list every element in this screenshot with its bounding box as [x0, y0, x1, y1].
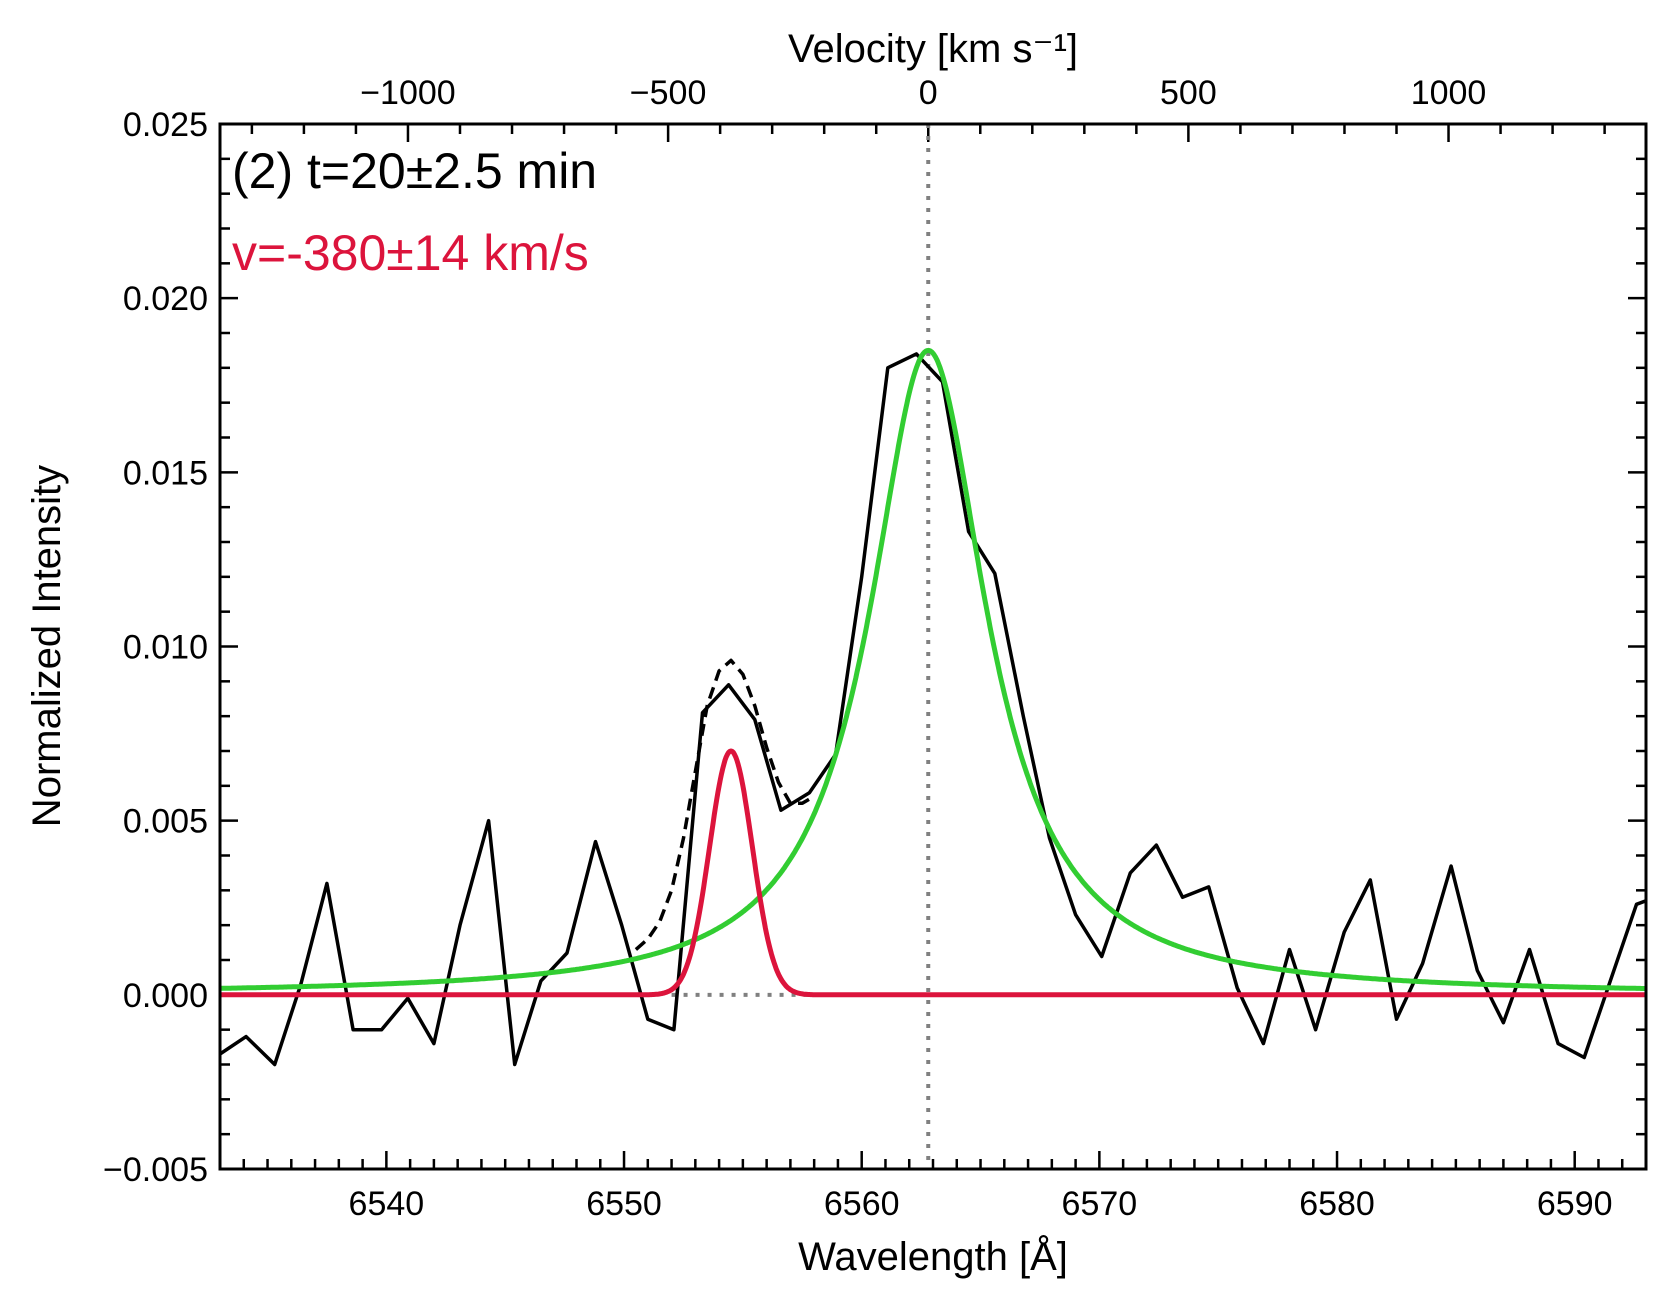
lines-layer [220, 124, 1646, 1169]
x2-tick-label: 0 [919, 74, 938, 112]
x2-tick-label: −500 [630, 74, 707, 112]
x-tick-label: 6580 [1299, 1185, 1375, 1223]
x-tick-label: 6570 [1062, 1185, 1138, 1223]
y-tick-label: 0.015 [123, 454, 208, 492]
x-tick-label: 6550 [586, 1185, 662, 1223]
annotation-time: (2) t=20±2.5 min [232, 143, 597, 199]
x2-tick-label: 1000 [1411, 74, 1487, 112]
annotation-velocity: v=-380±14 km/s [232, 225, 589, 281]
observed-spectrum-line [220, 352, 1646, 1067]
y-tick-label: 0.020 [123, 280, 208, 318]
x-tick-label: 6540 [349, 1185, 425, 1223]
labels-layer: 6540 6550 6560 6570 6580 6590 −1000 −500 0 500 100… [103, 74, 1612, 1223]
x-tick-label: 6590 [1537, 1185, 1613, 1223]
y-tick-label: 0.000 [123, 977, 208, 1015]
y-tick-label: 0.025 [123, 106, 208, 144]
plot-frame [218, 122, 1648, 1171]
y-axis-title: Normalized Intensity [25, 465, 69, 827]
x2-axis-title: Velocity [km s⁻¹] [788, 27, 1078, 71]
y-tick-label: −0.005 [103, 1151, 208, 1189]
x-axis-title: Wavelength [Å] [798, 1234, 1068, 1279]
x-tick-label: 6560 [824, 1185, 900, 1223]
y-tick-label: 0.005 [123, 803, 208, 841]
x2-tick-label: 500 [1160, 74, 1217, 112]
gaussian-fit-line [220, 748, 1646, 998]
y-tick-label: 0.010 [123, 629, 208, 667]
lorentzian-fit-line [220, 347, 1646, 991]
x2-tick-label: −1000 [360, 74, 456, 112]
